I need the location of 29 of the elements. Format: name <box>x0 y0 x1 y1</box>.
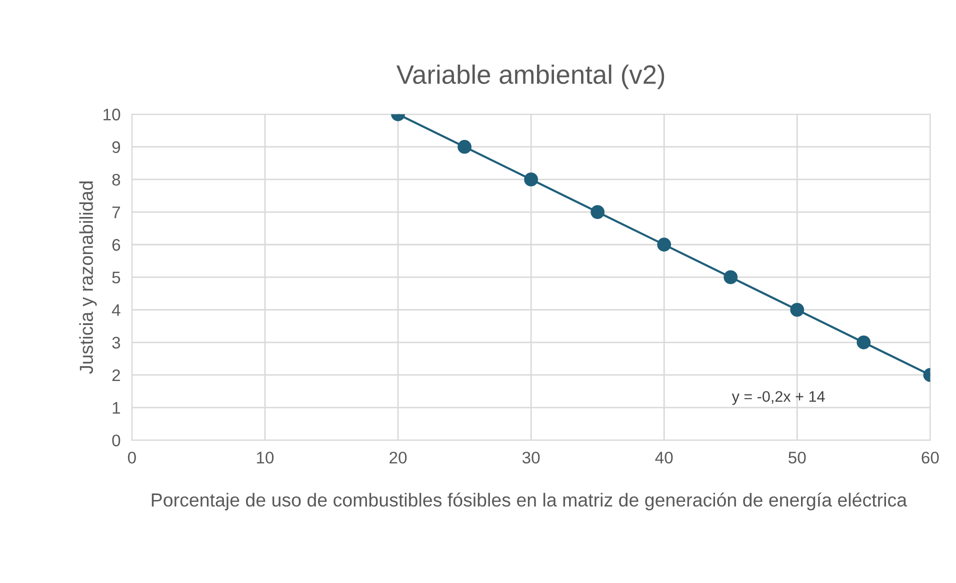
point <box>458 140 472 154</box>
x-tick-label: 0 <box>128 452 136 464</box>
x-tick-label: 40 <box>655 452 673 464</box>
point <box>856 335 871 350</box>
y-tick-label: 9 <box>112 141 120 154</box>
point <box>657 238 672 252</box>
y-axis-title: Justicia y razonabilidad <box>79 181 97 374</box>
x-tick-label: 50 <box>788 452 806 464</box>
y-tick-label: 7 <box>112 206 120 218</box>
point <box>524 172 538 186</box>
y-tick-label: 0 <box>112 434 120 446</box>
point <box>724 270 738 284</box>
x-tick-label: 20 <box>390 452 407 464</box>
y-tick-label: 5 <box>112 272 120 284</box>
annotation: y = -0,2x + 14 <box>732 391 825 405</box>
y-tick-label: 10 <box>104 108 120 120</box>
point <box>790 302 804 317</box>
y-tick-label: 4 <box>112 304 120 316</box>
y-tick-label: 6 <box>112 239 120 251</box>
x-axis-title: Porcentaje de uso de combustibles fósibles en la matriz de generación de energía eléctrica <box>152 492 908 510</box>
y-tick-label: 3 <box>112 336 120 349</box>
y-tick-label: 8 <box>112 174 120 186</box>
y-tick-label: 1 <box>112 402 120 414</box>
point <box>590 205 605 219</box>
chart-title: Variable ambiental (v2) <box>396 64 664 90</box>
x-tick-label: 30 <box>522 452 540 464</box>
y-tick-label: 2 <box>112 369 120 382</box>
x-tick-label: 10 <box>256 452 274 464</box>
x-tick-label: 60 <box>922 452 939 464</box>
